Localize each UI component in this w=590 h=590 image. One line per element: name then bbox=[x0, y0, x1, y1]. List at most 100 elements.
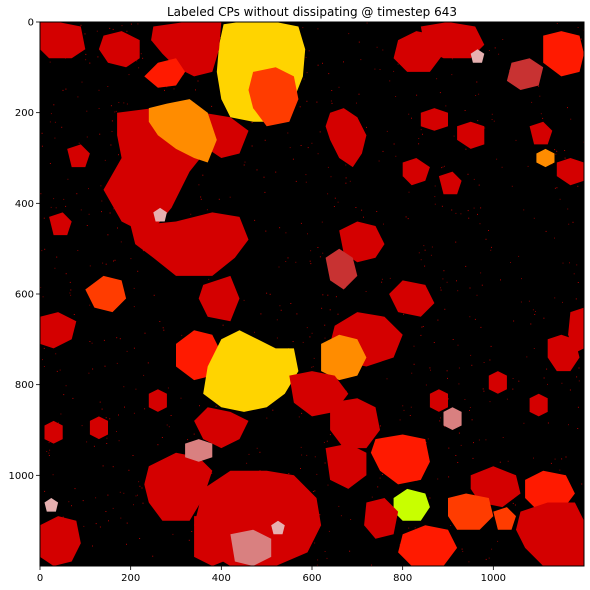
speckle bbox=[83, 525, 85, 527]
speckle bbox=[65, 385, 67, 387]
speckle bbox=[198, 184, 200, 186]
speckle bbox=[562, 262, 564, 264]
y-tick-label: 400 bbox=[15, 199, 34, 210]
cp-region-47 bbox=[402, 158, 430, 186]
speckle bbox=[377, 486, 379, 488]
speckle bbox=[276, 319, 278, 321]
speckle bbox=[468, 217, 470, 219]
cp-region-21 bbox=[370, 434, 430, 485]
speckle bbox=[578, 367, 580, 369]
speckle bbox=[491, 548, 493, 550]
speckle bbox=[126, 543, 127, 545]
speckle bbox=[98, 108, 100, 109]
speckle bbox=[57, 422, 59, 424]
speckle bbox=[88, 188, 89, 190]
speckle bbox=[577, 406, 579, 408]
cp-region-45 bbox=[420, 108, 448, 131]
speckle bbox=[300, 222, 302, 224]
speckle bbox=[403, 313, 405, 315]
speckle bbox=[68, 501, 70, 503]
speckle bbox=[345, 164, 347, 166]
speckle bbox=[420, 129, 422, 131]
speckle bbox=[92, 545, 93, 547]
speckle bbox=[266, 417, 268, 419]
speckle bbox=[88, 213, 90, 215]
speckle bbox=[41, 132, 43, 134]
speckle bbox=[167, 387, 169, 389]
speckle bbox=[413, 345, 415, 347]
speckle bbox=[306, 100, 308, 102]
speckle bbox=[300, 446, 302, 448]
speckle bbox=[577, 27, 579, 28]
speckle bbox=[107, 494, 109, 496]
speckle bbox=[328, 530, 330, 532]
speckle bbox=[71, 505, 72, 507]
speckle bbox=[256, 169, 258, 171]
speckle bbox=[481, 284, 483, 286]
speckle bbox=[389, 80, 391, 82]
speckle bbox=[327, 484, 329, 486]
speckle bbox=[141, 487, 143, 489]
speckle bbox=[446, 370, 448, 372]
cp-region-62 bbox=[153, 207, 167, 222]
speckle bbox=[102, 465, 104, 467]
speckle bbox=[46, 451, 48, 452]
speckle bbox=[309, 260, 311, 262]
speckle bbox=[469, 407, 471, 408]
speckle bbox=[162, 327, 164, 329]
speckle bbox=[114, 259, 116, 261]
speckle bbox=[424, 249, 426, 251]
speckle bbox=[324, 551, 326, 552]
speckle bbox=[471, 419, 473, 421]
speckle bbox=[106, 443, 108, 444]
speckle bbox=[123, 386, 125, 388]
cp-region-42 bbox=[529, 121, 553, 145]
speckle bbox=[407, 218, 409, 220]
speckle bbox=[288, 473, 290, 475]
speckle bbox=[554, 149, 556, 151]
speckle bbox=[356, 102, 357, 104]
speckle bbox=[101, 408, 103, 410]
speckle bbox=[365, 291, 367, 292]
speckle bbox=[43, 347, 45, 349]
speckle bbox=[489, 359, 491, 361]
speckle bbox=[452, 339, 454, 340]
speckle bbox=[427, 438, 429, 440]
speckle bbox=[170, 415, 172, 416]
speckle bbox=[168, 426, 170, 428]
cp-region-20 bbox=[330, 398, 380, 449]
speckle bbox=[81, 81, 83, 83]
cp-region-6 bbox=[198, 275, 240, 322]
speckle bbox=[467, 173, 469, 175]
speckle bbox=[147, 362, 149, 364]
x-tick-label: 800 bbox=[393, 573, 412, 584]
speckle bbox=[326, 440, 328, 442]
speckle bbox=[95, 523, 97, 525]
speckle bbox=[309, 336, 311, 338]
speckle bbox=[195, 89, 196, 91]
speckle bbox=[411, 117, 412, 119]
speckle bbox=[429, 497, 431, 499]
speckle bbox=[106, 437, 108, 439]
speckle bbox=[379, 477, 381, 479]
speckle bbox=[61, 126, 63, 128]
speckle bbox=[157, 444, 159, 446]
cp-region-10 bbox=[325, 248, 358, 290]
speckle bbox=[59, 369, 61, 371]
speckle bbox=[126, 350, 128, 352]
speckle bbox=[113, 260, 114, 262]
speckle bbox=[482, 388, 484, 390]
speckle bbox=[476, 81, 478, 83]
speckle bbox=[577, 282, 579, 283]
cp-region-5 bbox=[130, 212, 249, 276]
speckle bbox=[97, 56, 99, 58]
y-axis: 0 200 400 600 800 1000 bbox=[9, 18, 40, 482]
speckle bbox=[65, 273, 67, 275]
speckle bbox=[450, 525, 452, 526]
speckle bbox=[455, 241, 457, 243]
speckle bbox=[448, 447, 450, 449]
speckle bbox=[538, 85, 540, 87]
cp-region-57 bbox=[89, 416, 108, 440]
speckle bbox=[285, 232, 287, 234]
